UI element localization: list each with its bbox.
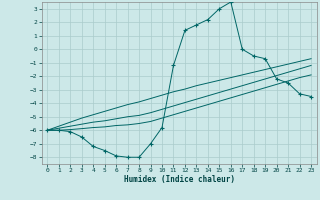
X-axis label: Humidex (Indice chaleur): Humidex (Indice chaleur) [124,175,235,184]
